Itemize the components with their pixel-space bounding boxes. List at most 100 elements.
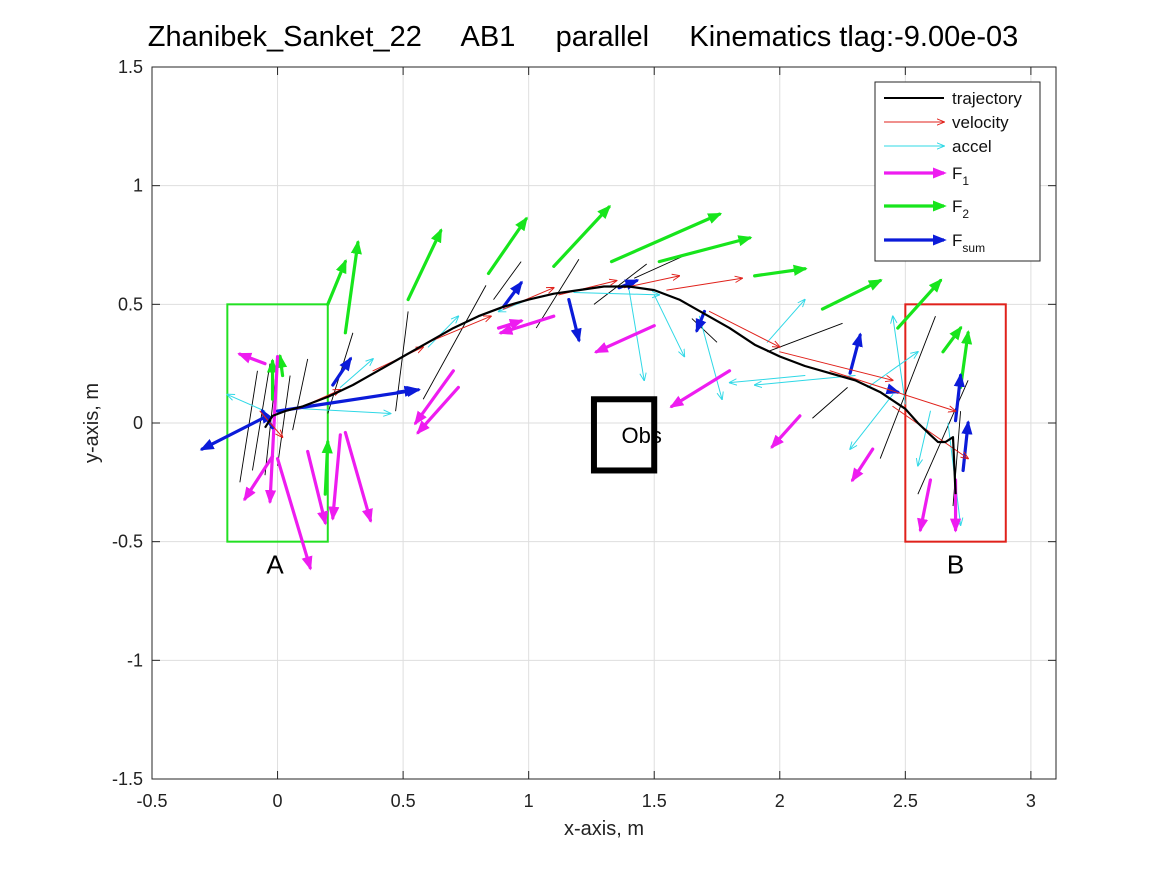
accel-arrow	[867, 352, 918, 388]
x-tick-label: 2	[775, 791, 785, 811]
velocity-arrow	[666, 278, 742, 291]
legend-subscript: 2	[962, 207, 969, 221]
f1-arrow	[328, 433, 342, 521]
velocity-arrow	[503, 288, 554, 310]
legend-subscript: sum	[962, 241, 985, 255]
obstacle	[590, 396, 658, 474]
y-axis-label: y-axis, m	[81, 383, 103, 463]
label-a: A	[266, 549, 284, 579]
velocity-arrow	[779, 351, 893, 380]
trajectory-segment	[493, 261, 522, 300]
f1-arrow	[917, 478, 933, 533]
legend-label: velocity	[952, 113, 1009, 132]
y-tick-label: 1	[133, 176, 143, 196]
f1-arrow	[414, 369, 455, 426]
f2-arrow	[406, 228, 443, 302]
trajectory-segment	[395, 311, 409, 412]
fsum-arrow	[695, 309, 707, 334]
f2-arrow	[657, 235, 753, 264]
start-box	[226, 303, 329, 543]
f1-arrow	[265, 354, 280, 505]
fsum-arrow	[953, 372, 965, 423]
fsum-arrow	[199, 414, 270, 451]
f2-arrow	[275, 353, 288, 378]
axis-ticks: -0.5 0 0.5 1 1.5 2 2.5 3 -1.5 -1 -0.5 0 0.5 1 1.5	[112, 57, 1056, 811]
trajectory-line	[264, 285, 957, 495]
legend-label: trajectory	[952, 89, 1022, 108]
x-tick-label: 0.5	[391, 791, 416, 811]
f2-arrow	[486, 216, 528, 276]
fsum-arrow	[501, 280, 523, 309]
trajectory-segment	[292, 358, 309, 431]
f1-arrow	[498, 314, 556, 335]
y-tick-label: -0.5	[112, 532, 143, 552]
accel-arrow	[918, 410, 931, 466]
f2-arrow	[326, 259, 347, 306]
x-tick-label: 0	[273, 791, 283, 811]
y-tick-label: -1	[127, 650, 143, 670]
trajectory-segment	[277, 375, 291, 466]
velocity-arrow	[829, 370, 956, 411]
annotations: A B Obs	[266, 423, 964, 580]
f2-arrow	[896, 278, 943, 330]
legend-subscript: 1	[962, 174, 969, 188]
fsum-arrow	[331, 356, 352, 387]
accel-arrow	[730, 375, 806, 383]
fsum-arrow	[396, 385, 419, 397]
f1-arrow	[416, 385, 460, 435]
f1-arrow	[306, 449, 329, 526]
velocity-arrow	[708, 310, 779, 347]
accel-arrow	[227, 395, 266, 412]
accel-arrow	[339, 359, 373, 388]
trajectory-segment	[879, 316, 936, 459]
accel-arrow	[755, 375, 856, 385]
trajectory-segment	[917, 380, 969, 495]
y-tick-label: 1.5	[118, 57, 143, 77]
trajectory-segment	[593, 263, 647, 305]
f1-arrow	[593, 324, 656, 354]
f1-arrow	[343, 430, 373, 523]
velocity-arrow	[892, 405, 968, 458]
trajectory	[264, 285, 957, 495]
y-tick-label: 0.5	[118, 294, 143, 314]
f2-arrow	[552, 204, 611, 268]
accel-arrow	[573, 292, 659, 294]
regions	[226, 303, 1007, 543]
trajectory-segment	[812, 387, 848, 419]
x-tick-label: -0.5	[136, 791, 167, 811]
chart-title: Zhanibek_Sanket_22 AB1 parallel Kinemati…	[148, 21, 1019, 53]
y-tick-label: 0	[133, 413, 143, 433]
y-tick-label: -1.5	[112, 769, 143, 789]
velocity-arrow	[427, 316, 491, 343]
f2-arrow	[753, 264, 808, 278]
velocity-arrow	[623, 276, 679, 289]
f1-arrow	[275, 457, 313, 571]
f1-arrow	[237, 352, 267, 366]
trajectory-segment	[422, 285, 487, 400]
accel-arrow	[893, 316, 906, 405]
target-box	[904, 303, 1007, 543]
accel-arrow	[653, 294, 684, 357]
fsum-arrow	[567, 297, 582, 343]
trajectory-segment	[633, 254, 688, 279]
x-tick-label: 2.5	[893, 791, 918, 811]
label-obs: Obs	[621, 423, 661, 448]
x-tick-label: 3	[1026, 791, 1036, 811]
x-tick-label: 1.5	[642, 791, 667, 811]
label-b: B	[947, 549, 964, 579]
f2-arrow	[321, 439, 333, 496]
fsum-arrow	[961, 420, 973, 473]
fsum-arrow	[848, 332, 863, 375]
f1-arrow	[243, 454, 275, 502]
accel-arrow	[850, 394, 894, 450]
accel-arrow	[766, 300, 805, 343]
f2-arrow	[820, 279, 883, 311]
f1-arrow	[669, 369, 732, 408]
f1-arrow	[770, 414, 802, 449]
accel-arrow	[302, 408, 391, 414]
vectors	[199, 204, 973, 571]
f2-arrow	[941, 325, 963, 354]
legend-label: accel	[952, 137, 992, 156]
